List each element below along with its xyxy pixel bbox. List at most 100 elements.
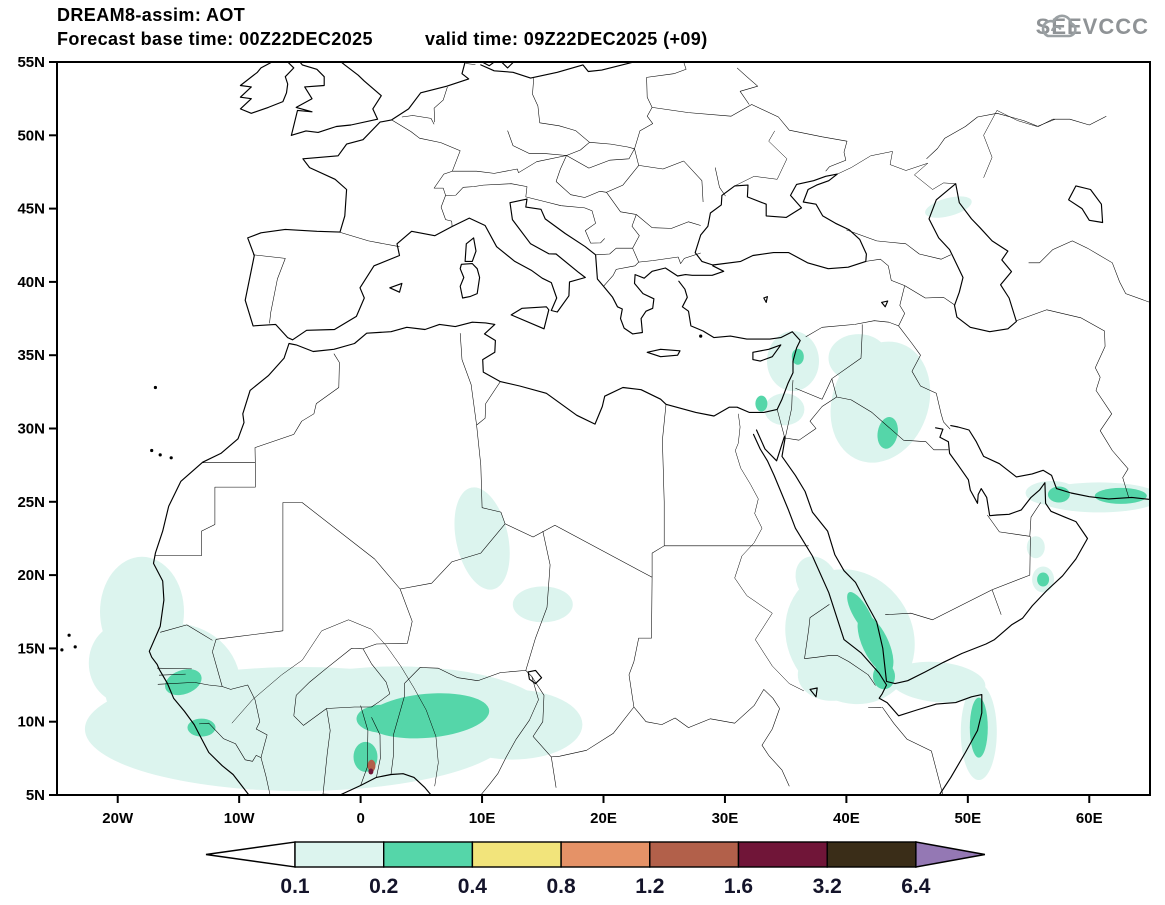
country-border bbox=[157, 667, 192, 670]
country-border bbox=[525, 531, 551, 671]
river bbox=[734, 130, 788, 187]
colorbar-tick-label: 1.6 bbox=[724, 875, 753, 898]
colorbar-segment bbox=[649, 841, 740, 868]
aot-region bbox=[356, 704, 409, 733]
country-border bbox=[371, 717, 381, 778]
country-border bbox=[194, 682, 268, 762]
coastline bbox=[500, 62, 515, 69]
coastline bbox=[464, 237, 477, 262]
coastline bbox=[752, 344, 782, 362]
country-border bbox=[459, 333, 477, 426]
country-border bbox=[539, 122, 590, 143]
country-border bbox=[992, 536, 1031, 591]
country-border bbox=[1016, 309, 1129, 498]
coastline bbox=[510, 306, 550, 330]
colorbar-tick-label: 1.2 bbox=[635, 875, 664, 898]
x-tick-label: 20E bbox=[590, 810, 617, 827]
country-border bbox=[504, 523, 653, 578]
country-border bbox=[795, 378, 833, 400]
country-border bbox=[836, 396, 949, 451]
aot-region bbox=[367, 759, 376, 772]
aot-region bbox=[164, 669, 202, 696]
island bbox=[153, 385, 157, 390]
country-border bbox=[991, 589, 1002, 615]
y-tick-label: 45N bbox=[17, 201, 45, 218]
y-tick-label: 55N bbox=[17, 54, 45, 71]
island bbox=[699, 334, 703, 338]
colorbar: 0.1 0.2 0.4 0.8 1.2 1.6 3.2 6.4 bbox=[205, 841, 986, 898]
country-border bbox=[362, 588, 413, 650]
coastline bbox=[646, 348, 681, 358]
aot-region bbox=[755, 395, 768, 412]
island bbox=[67, 633, 71, 637]
country-border bbox=[606, 192, 637, 215]
aot-region bbox=[925, 196, 972, 218]
country-border bbox=[555, 155, 567, 182]
country-border bbox=[212, 651, 223, 687]
aot-region bbox=[1037, 572, 1050, 587]
aot-region bbox=[512, 586, 573, 623]
coastline bbox=[527, 669, 543, 685]
country-border bbox=[401, 115, 435, 125]
country-border bbox=[885, 589, 993, 621]
country-border bbox=[452, 155, 567, 174]
y-tick-label: 40N bbox=[17, 274, 45, 291]
aot-region bbox=[889, 661, 986, 703]
x-tick-label: 40E bbox=[833, 810, 860, 827]
x-tick-label: 10E bbox=[469, 810, 496, 827]
country-border bbox=[683, 160, 704, 203]
country-border bbox=[714, 167, 726, 197]
y-tick-label: 30N bbox=[17, 421, 45, 438]
y-tick-label: 25N bbox=[17, 494, 45, 511]
colorbar-segment bbox=[826, 841, 917, 868]
aot-region bbox=[791, 348, 804, 365]
coastline bbox=[928, 183, 1017, 333]
country-border bbox=[634, 148, 684, 170]
country-border bbox=[904, 285, 955, 306]
colorbar-segment bbox=[560, 841, 651, 868]
colorbar-tick-label: 0.2 bbox=[369, 875, 398, 898]
river bbox=[734, 413, 773, 640]
coastline bbox=[239, 62, 295, 114]
river bbox=[914, 163, 956, 190]
country-border bbox=[804, 604, 830, 659]
country-border bbox=[555, 181, 591, 198]
seevccc-logo: SEEVCCC bbox=[1036, 14, 1149, 40]
country-border bbox=[632, 248, 679, 263]
colorbar-segment bbox=[294, 841, 385, 868]
country-border bbox=[154, 462, 256, 556]
colorbar-over-arrow bbox=[915, 841, 986, 868]
forecast-base-time: Forecast base time: 00Z22DEC2025 bbox=[57, 29, 373, 49]
valid-time: valid time: 09Z22DEC2025 (+09) bbox=[424, 29, 708, 49]
island bbox=[150, 448, 154, 453]
y-tick-label: 10N bbox=[17, 714, 45, 731]
country-border bbox=[445, 183, 528, 197]
country-border bbox=[662, 404, 667, 546]
cloud-icon bbox=[1041, 14, 1077, 38]
country-border bbox=[525, 196, 593, 211]
country-border bbox=[390, 683, 405, 775]
country-border bbox=[391, 119, 461, 172]
country-border bbox=[987, 502, 1041, 537]
x-tick-label: 50E bbox=[954, 810, 981, 827]
country-border bbox=[651, 545, 665, 578]
country-border bbox=[293, 648, 391, 726]
aot-region bbox=[877, 417, 898, 449]
coastline bbox=[148, 280, 801, 795]
country-border bbox=[846, 229, 951, 260]
time-line: Forecast base time: 00Z22DEC2025 valid t… bbox=[57, 29, 708, 50]
coastline bbox=[290, 62, 382, 136]
country-border bbox=[433, 170, 453, 196]
coastline bbox=[763, 296, 768, 303]
colorbar-segment bbox=[737, 841, 828, 868]
country-border bbox=[507, 130, 567, 156]
aot-region bbox=[797, 648, 866, 701]
coastline bbox=[459, 263, 481, 299]
colorbar-segment bbox=[383, 841, 474, 868]
coastline bbox=[322, 773, 432, 795]
country-border bbox=[606, 165, 639, 193]
country-border bbox=[785, 396, 837, 441]
country-border bbox=[898, 325, 951, 430]
country-border bbox=[253, 254, 286, 324]
